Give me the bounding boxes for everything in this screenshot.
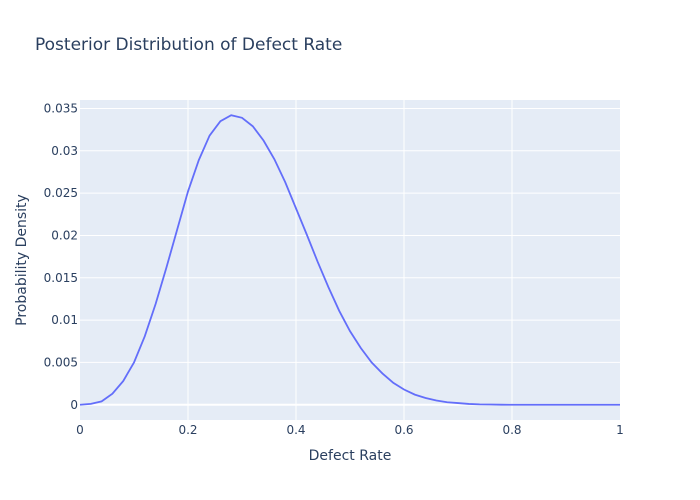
x-tick-label: 0.6 [394, 423, 413, 437]
x-tick-label: 0.8 [502, 423, 521, 437]
x-tick-label: 0.4 [286, 423, 305, 437]
y-tick-label: 0.02 [51, 228, 78, 242]
y-tick-label: 0.03 [51, 144, 78, 158]
x-axis-title: Defect Rate [309, 448, 392, 464]
density-curve [79, 114, 620, 406]
chart-title: Posterior Distribution of Defect Rate [35, 35, 342, 55]
y-tick-label: 0.015 [44, 271, 78, 285]
x-gridlines [187, 100, 513, 420]
y-tick-labels: 0 0.005 0.01 0.015 0.02 0.025 0.03 0.035 [44, 101, 78, 411]
x-tick-labels: 0 0.2 0.4 0.6 0.8 1 [76, 423, 624, 437]
y-tick-label: 0.005 [44, 355, 78, 369]
y-gridlines [80, 107, 620, 406]
y-tick-label: 0.025 [44, 186, 78, 200]
x-tick-label: 0.2 [178, 423, 197, 437]
x-tick-label: 1 [616, 423, 624, 437]
y-tick-label: 0.035 [44, 101, 78, 115]
y-tick-label: 0.01 [51, 313, 78, 327]
x-tick-label: 0 [76, 423, 84, 437]
plot-area [80, 100, 620, 420]
y-axis-title: Probability Density [14, 194, 30, 326]
y-tick-label: 0 [70, 398, 78, 412]
